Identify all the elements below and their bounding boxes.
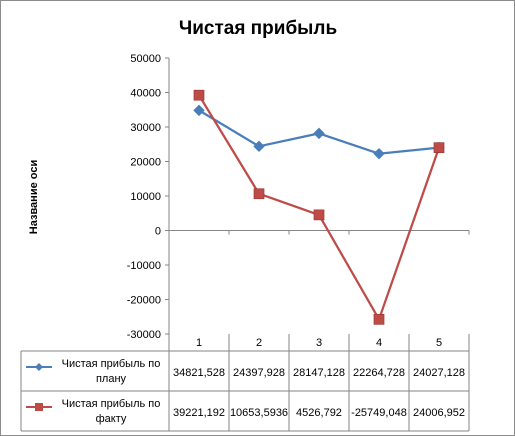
series-name-line: плану: [96, 373, 127, 385]
chart-title: Чистая прибыль: [179, 18, 337, 39]
data-value-label: 4526,792: [296, 407, 342, 419]
series-name-line: Чистая прибыль по: [62, 398, 161, 410]
data-point: [313, 127, 325, 140]
y-axis-label: Название оси: [28, 160, 40, 234]
data-point: [373, 313, 385, 325]
y-tick-label: -20000: [127, 295, 161, 307]
y-tick-label: 30000: [130, 122, 161, 134]
series-name: Чистая прибыль по факту: [62, 398, 161, 425]
data-value-label: 24027,128: [413, 367, 465, 379]
y-tick-label: -30000: [127, 329, 161, 341]
data-value-label: 34821,528: [173, 367, 225, 379]
data-point: [193, 89, 205, 101]
data-value-label: 28147,128: [293, 367, 345, 379]
data-point: [313, 209, 325, 221]
data-value-label: 39221,192: [173, 407, 225, 419]
data-value-label: 24397,928: [233, 367, 285, 379]
data-point: [373, 147, 385, 160]
y-tick-label: 0: [155, 226, 161, 238]
series-name-line: Чистая прибыль по: [62, 358, 161, 370]
data-point: [253, 140, 265, 153]
data-value-label: 10653,5936: [230, 407, 288, 419]
x-tick-label: 4: [376, 337, 382, 349]
data-point: [253, 188, 265, 200]
y-tick-label: 20000: [130, 157, 161, 169]
data-value-label: -25749,048: [351, 407, 407, 419]
series-name-line: факту: [96, 413, 127, 425]
series-name: Чистая прибыль по плану: [62, 358, 161, 385]
legend-key-marker: [35, 363, 43, 371]
data-point: [193, 104, 205, 117]
x-tick-label: 3: [316, 337, 322, 349]
y-tick-label: 10000: [130, 191, 161, 203]
x-tick-label: 5: [436, 337, 442, 349]
x-tick-label: 2: [256, 337, 262, 349]
data-value-label: 22264,728: [353, 367, 405, 379]
data-point: [433, 142, 445, 154]
x-tick-label: 1: [196, 337, 202, 349]
data-value-label: 24006,952: [413, 407, 465, 419]
y-tick-label: 50000: [130, 53, 161, 65]
legend-key-marker: [35, 403, 43, 411]
y-tick-label: -10000: [127, 260, 161, 272]
y-tick-label: 40000: [130, 88, 161, 100]
